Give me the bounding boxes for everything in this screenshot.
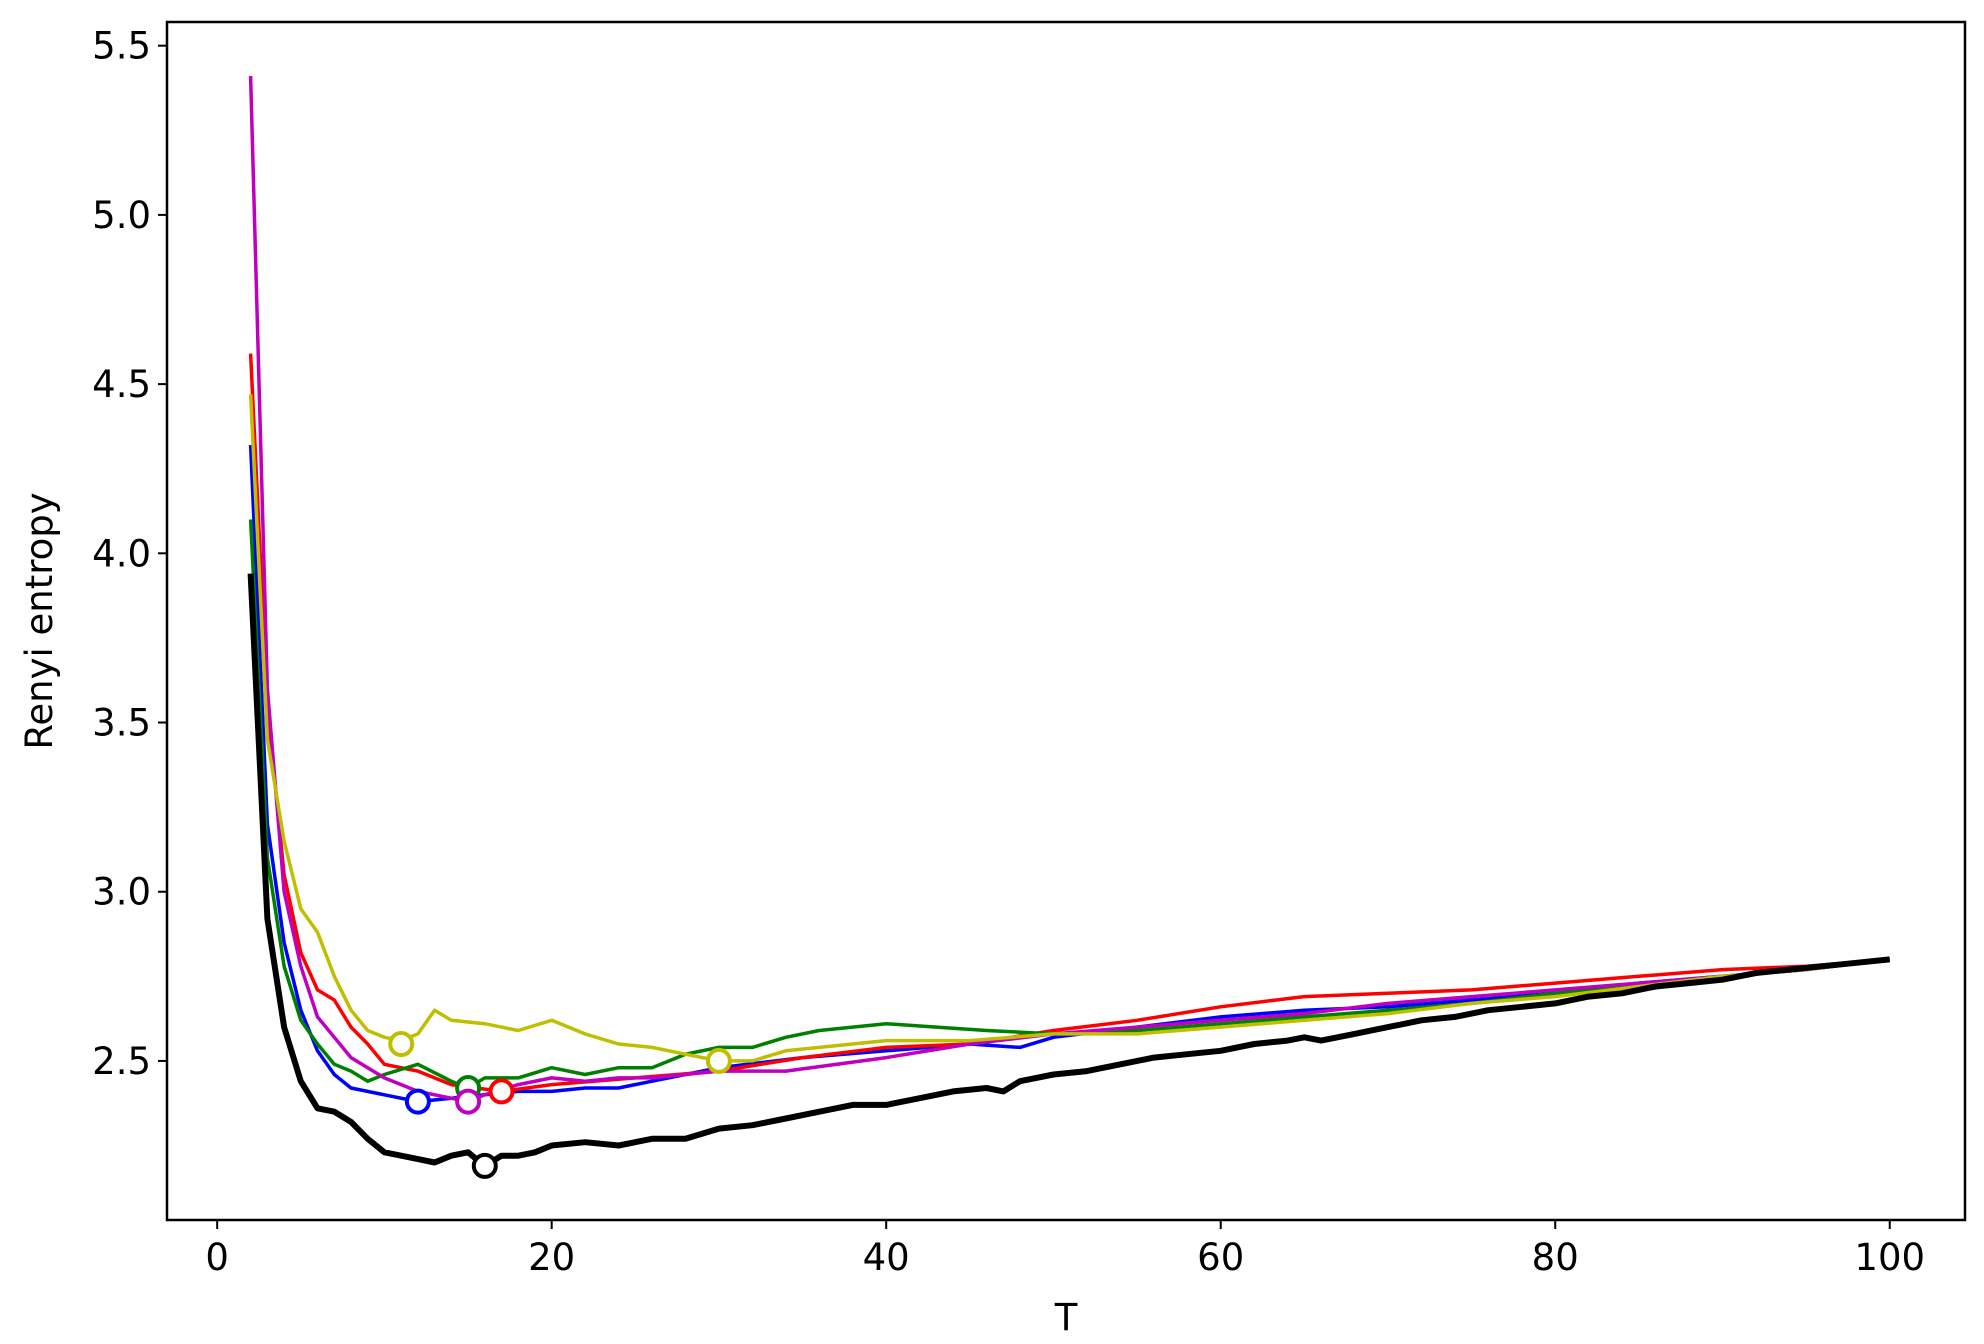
x-tick-label: 100: [1854, 1236, 1925, 1279]
y-tick-label: 3.0: [92, 871, 151, 914]
x-tick-label: 0: [205, 1236, 229, 1279]
y-axis-label: Renyi entropy: [18, 492, 61, 749]
x-tick-label: 60: [1197, 1236, 1244, 1279]
y-tick-label: 3.5: [92, 702, 151, 745]
minimum-marker-6: [471, 1152, 498, 1179]
series-line-6: [247, 573, 1891, 1169]
y-tick-label: 2.5: [92, 1040, 151, 1083]
series-line-4: [248, 76, 1890, 1104]
plot-frame: [165, 20, 1967, 1222]
x-tick-label: 40: [863, 1236, 910, 1279]
series-line-5: [248, 394, 1890, 1063]
x-tick-label: 80: [1532, 1236, 1579, 1279]
marker-layer: [388, 1031, 732, 1179]
y-tick-label: 4.5: [92, 363, 151, 406]
y-tick-label: 5.0: [92, 194, 151, 237]
extra-marker-5: [388, 1031, 415, 1057]
y-tick-label: 4.0: [92, 532, 151, 575]
series-line-3: [248, 519, 1890, 1090]
x-axis: 0 20 40 60 80 100: [205, 1220, 1925, 1279]
minimum-marker-5: [705, 1047, 732, 1074]
y-axis: 2.5 3.0 3.5 4.0 4.5 5.0 5.5: [92, 25, 167, 1083]
x-tick-label: 20: [528, 1236, 575, 1279]
minimum-marker-2: [488, 1078, 515, 1105]
minimum-marker-1: [404, 1088, 431, 1115]
minimum-marker-4: [455, 1088, 482, 1115]
series-layer: [247, 76, 1891, 1169]
x-axis-label: T: [1054, 1296, 1078, 1339]
y-tick-label: 5.5: [92, 25, 151, 68]
